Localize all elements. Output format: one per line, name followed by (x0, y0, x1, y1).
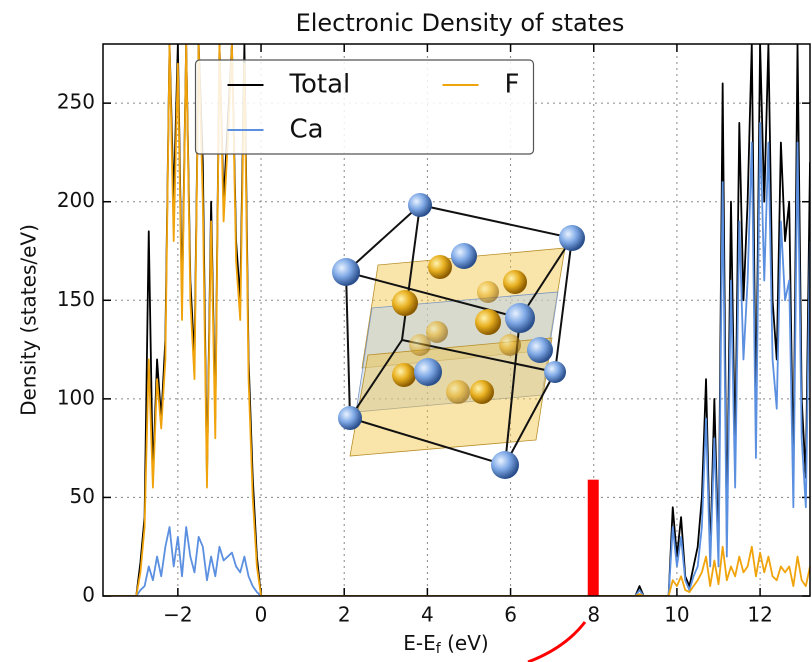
annotation-arrow (527, 621, 587, 662)
x-tick-label: 10 (664, 603, 689, 627)
x-tick-label: 12 (747, 603, 772, 627)
x-tick-label: −2 (163, 603, 192, 627)
x-axis-label: E-Ef (eV) (403, 631, 488, 658)
legend: Total Ca F (194, 59, 535, 155)
y-tick-label: 250 (57, 90, 95, 114)
legend-label: F (505, 70, 520, 100)
y-tick-label: 150 (57, 287, 95, 311)
x-label-main: E-E (403, 631, 436, 655)
plot-frame (102, 43, 811, 597)
y-tick-label: 50 (70, 484, 95, 508)
y-tick-label: 0 (82, 583, 95, 607)
annotation (587, 479, 599, 596)
legend-box (194, 59, 535, 155)
legend-label: Ca (290, 115, 324, 145)
plot-lines (107, 44, 810, 596)
chart-title: Electronic Density of states (296, 9, 625, 37)
y-tick-label: 200 (57, 188, 95, 212)
crystal-inset (332, 193, 585, 479)
x-label-unit: (eV) (441, 631, 489, 655)
x-tick-label: 6 (504, 603, 517, 627)
x-tick-label: 2 (338, 603, 351, 627)
series-line (107, 44, 810, 596)
y-tick-label: 100 (57, 385, 95, 409)
annotation-bar (587, 479, 599, 596)
x-label-sub: f (436, 641, 442, 657)
y-axis-label: Density (states/eV) (17, 224, 41, 416)
series-line (107, 121, 810, 596)
legend-label: Total (289, 70, 351, 100)
x-tick-label: 0 (255, 603, 268, 627)
x-tick-label: 8 (587, 603, 600, 627)
x-tick-label: 4 (421, 603, 434, 627)
